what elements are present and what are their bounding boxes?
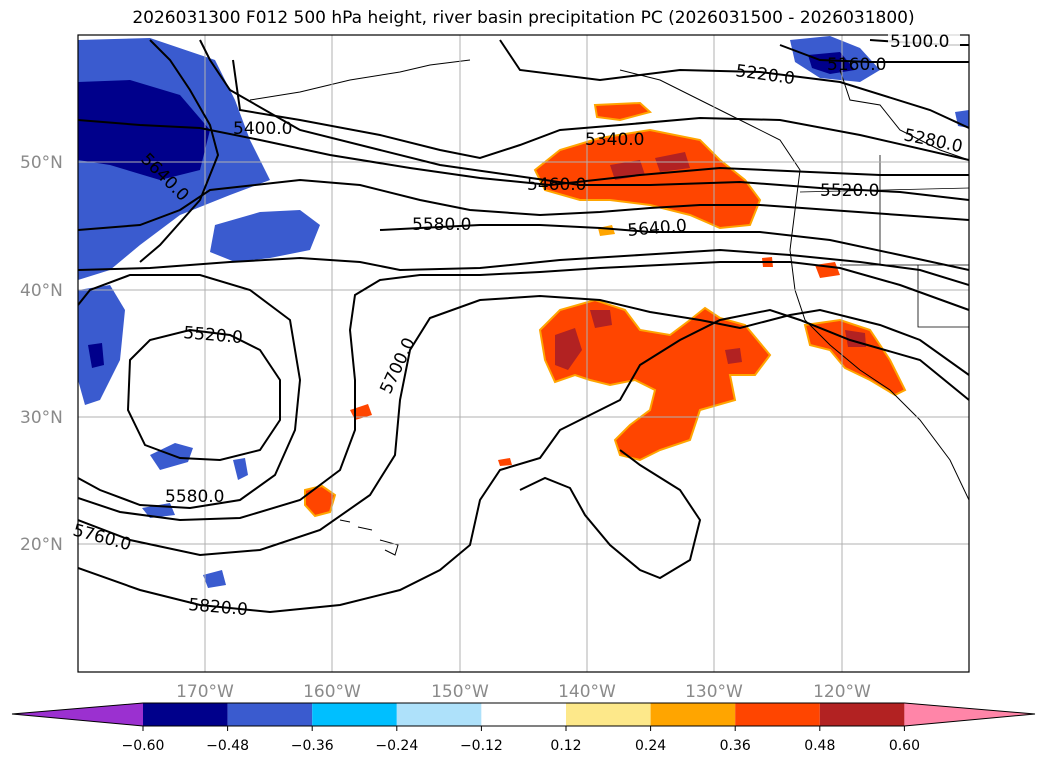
colorbar-tick-label: 0.48	[804, 738, 835, 754]
contour-label-5100: 5100.0	[890, 32, 949, 52]
colorbar-tick-label: 0.60	[889, 738, 920, 754]
lat-label-30n: 30°N	[20, 408, 63, 428]
lat-label-20n: 20°N	[20, 535, 63, 555]
colorbar-segment	[312, 703, 397, 726]
colorbar-tick-label: −0.48	[206, 738, 249, 754]
colorbar-tick-label: 0.12	[550, 738, 581, 754]
lat-label-50n: 50°N	[20, 153, 63, 173]
colorbar-segment	[227, 703, 313, 726]
contour-label-5160: 5160.0	[827, 55, 886, 75]
lon-label-170w: 170°W	[176, 682, 234, 702]
colorbar-segment	[481, 703, 566, 726]
negative-anomaly-fill	[78, 36, 969, 588]
colorbar-segment	[566, 703, 651, 726]
colorbar-tick-label: 0.36	[720, 738, 751, 754]
contour-label-5460: 5460.0	[527, 175, 586, 195]
contour-label-5400: 5400.0	[233, 119, 292, 139]
colorbar-segment	[819, 703, 905, 726]
gridlines	[78, 35, 969, 672]
colorbar-segment	[650, 703, 736, 726]
contour-label-5580-north: 5580.0	[412, 215, 471, 235]
lat-label-40n: 40°N	[20, 281, 63, 301]
colorbar-tick-label: −0.12	[460, 738, 503, 754]
map-frame	[77, 34, 970, 673]
longitude-labels: 170°W 160°W 150°W 140°W 130°W 120°W	[176, 682, 871, 702]
lon-label-160w: 160°W	[303, 682, 361, 702]
contour-label-5340: 5340.0	[585, 130, 644, 150]
colorbar-tick-label: −0.24	[375, 738, 418, 754]
contour-label-5580-south: 5580.0	[165, 487, 224, 507]
lon-label-130w: 130°W	[685, 682, 743, 702]
colorbar-extend-high	[904, 703, 1035, 726]
positive-anomaly-fill	[304, 101, 907, 518]
colorbar-segment	[396, 703, 482, 726]
lon-label-120w: 120°W	[813, 682, 871, 702]
height-contours	[78, 39, 969, 614]
latitude-labels: 50°N 40°N 30°N 20°N	[20, 153, 63, 555]
contour-label-5520-east: 5520.0	[820, 181, 879, 201]
coastlines	[249, 59, 969, 556]
colorbar-tick-label: −0.36	[291, 738, 334, 754]
colorbar: −0.60 −0.48 −0.36 −0.24 −0.12 0.12 0.24 …	[11, 702, 1036, 754]
colorbar-extend-low	[12, 703, 143, 726]
colorbar-tick-label: 0.24	[635, 738, 666, 754]
colorbar-segment	[143, 703, 228, 726]
map-title: 2026031300 F012 500 hPa height, river ba…	[132, 8, 915, 28]
colorbar-segment	[735, 703, 820, 726]
lon-label-150w: 150°W	[431, 682, 489, 702]
lon-label-140w: 140°W	[558, 682, 616, 702]
colorbar-tick-label: −0.60	[122, 738, 165, 754]
